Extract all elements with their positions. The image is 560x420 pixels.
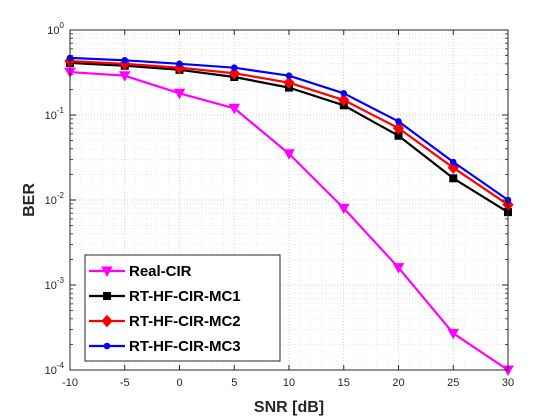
y-tick-label: 10-1 [45, 106, 65, 122]
y-tick-label: 100 [47, 21, 64, 37]
y-tick-label: 10-3 [45, 276, 65, 292]
data-point [449, 158, 457, 166]
legend-label: RT-HF-CIR-MC3 [129, 338, 241, 355]
legend-marker [103, 292, 111, 300]
data-point [449, 174, 458, 183]
data-point [228, 66, 240, 80]
data-point [395, 118, 402, 125]
x-tick-label: -5 [120, 377, 130, 389]
x-axis-label: SNR [dB] [254, 399, 324, 416]
data-point [285, 72, 293, 79]
x-tick-label: 25 [447, 377, 459, 389]
data-point [121, 57, 129, 64]
data-point [338, 93, 350, 107]
legend-label: RT-HF-CIR-MC2 [129, 313, 241, 330]
axis-ticks: -10 -5 0 5 10 15 20 25 30 100 10-1 10-2 10-3 10-4 [45, 21, 515, 389]
x-tick-label: 10 [283, 377, 295, 389]
legend-item: RT-HF-CIR-MC2 [89, 313, 241, 330]
legend-item: Real-CIR [89, 263, 192, 280]
y-tick-label: 10-2 [45, 191, 65, 207]
data-point [283, 76, 295, 89]
legend-marker [101, 314, 113, 328]
legend-box [84, 254, 281, 362]
data-point [173, 88, 186, 100]
data-point [340, 90, 348, 97]
series-rt-hf-cir-mc3 [66, 54, 512, 204]
legend-marker [101, 266, 113, 278]
data-point [392, 263, 405, 274]
legend-marker [103, 342, 111, 350]
data-point [230, 64, 238, 72]
data-point [228, 103, 241, 115]
data-point [283, 149, 295, 160]
data-point [392, 121, 405, 135]
legend-label: RT-HF-CIR-MC1 [129, 288, 241, 305]
y-tick-label: 10-4 [45, 361, 65, 377]
x-tick-label: 30 [502, 377, 514, 389]
x-tick-label: 15 [338, 377, 350, 389]
x-tick-label: 0 [176, 377, 182, 389]
x-tick-label: 20 [392, 377, 404, 389]
data-point [337, 203, 350, 215]
data-point [118, 71, 131, 82]
legend-label: Real-CIR [129, 263, 192, 280]
legend-item: RT-HF-CIR-MC1 [89, 288, 241, 305]
data-point [176, 60, 183, 68]
legend: Real-CIR RT-HF-CIR-MC1 RT-HF-CIR-MC2 RT-HF-… [84, 254, 281, 362]
y-axis-label: BER [21, 183, 38, 217]
data-point [447, 328, 460, 340]
x-tick-label: 5 [231, 377, 237, 389]
legend-item: RT-HF-CIR-MC3 [89, 338, 241, 355]
series-group [64, 54, 514, 377]
x-tick-label: -10 [62, 377, 78, 389]
